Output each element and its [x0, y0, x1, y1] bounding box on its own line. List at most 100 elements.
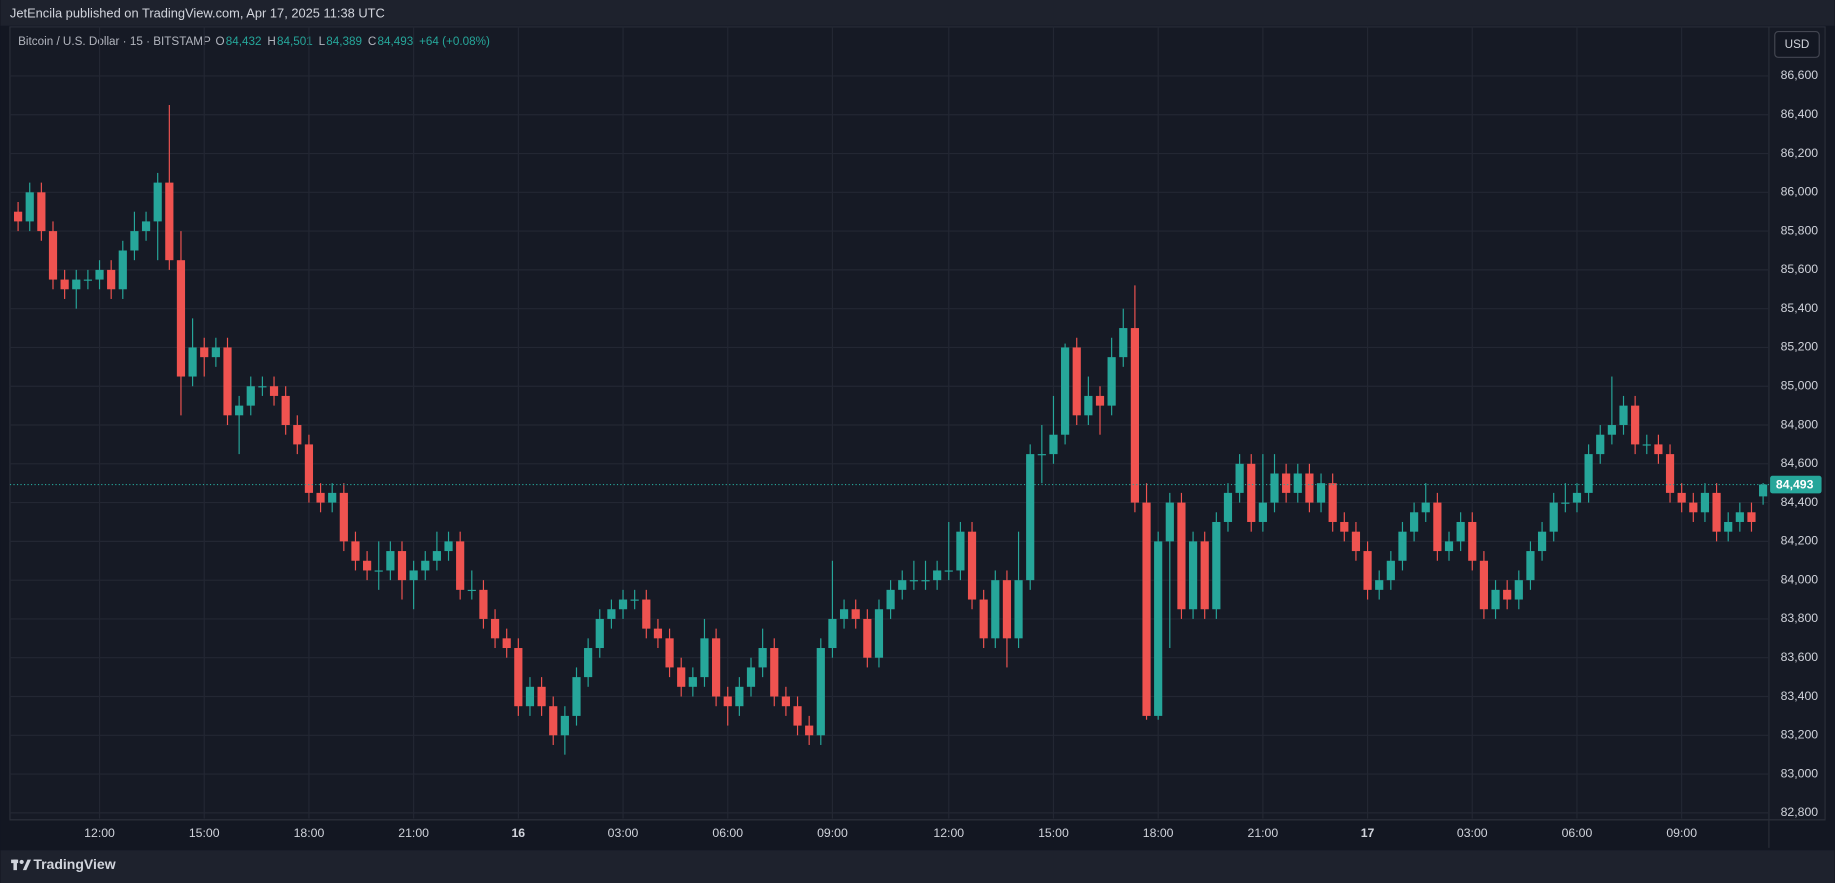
- candle-body: [1421, 502, 1430, 513]
- tv-logo: [11, 859, 31, 871]
- candle-body: [1072, 347, 1081, 416]
- candle-body: [642, 599, 651, 629]
- candle-body: [269, 386, 279, 396]
- candle-body: [572, 677, 581, 716]
- candle-body: [1282, 473, 1291, 493]
- y-tick-label: 83,800: [1781, 611, 1819, 625]
- candle-body: [1258, 502, 1267, 522]
- candle-body: [1130, 328, 1139, 503]
- candle-body: [1165, 502, 1174, 542]
- footer-bar: [0, 850, 1835, 883]
- y-tick-label: 84,800: [1781, 417, 1819, 431]
- x-tick-label: 16: [512, 826, 526, 840]
- candle-body: [758, 648, 767, 668]
- candle-body: [967, 531, 977, 600]
- candle-body: [25, 192, 34, 222]
- currency[interactable]: USD: [1785, 38, 1810, 51]
- x-tick-label: 03:00: [608, 826, 639, 840]
- candle-body: [328, 492, 337, 503]
- candle-body: [444, 541, 453, 552]
- candle-body: [386, 551, 395, 571]
- candle-body: [1537, 531, 1547, 552]
- candle-body: [1107, 357, 1116, 406]
- candle-body: [816, 648, 825, 736]
- candle-body: [165, 182, 174, 261]
- candle-body: [1188, 541, 1198, 610]
- candle-body: [677, 667, 686, 687]
- candle-body: [293, 425, 302, 445]
- candle-body: [1340, 521, 1349, 532]
- candle-body: [363, 560, 372, 571]
- candle-body: [456, 541, 465, 590]
- candle-body: [793, 706, 802, 726]
- candle-body: [1654, 444, 1663, 455]
- candle-body: [839, 609, 849, 619]
- candle-body: [1084, 395, 1093, 416]
- candle-body: [188, 347, 197, 377]
- candle-body: [1398, 531, 1407, 561]
- last-price-label: 84,493: [1776, 477, 1814, 491]
- candle-body: [1095, 395, 1105, 406]
- candle-body: [607, 609, 616, 619]
- candle-body: [1444, 541, 1454, 552]
- candle-body: [14, 211, 23, 222]
- candle-body: [1026, 454, 1035, 581]
- candle-body: [1607, 425, 1616, 435]
- y-tick-label: 85,400: [1781, 301, 1819, 315]
- candle-body: [1212, 521, 1221, 610]
- publisher: JetEncila published on TradingView.com, …: [10, 5, 385, 20]
- candle-body: [1631, 405, 1640, 445]
- candle-body: [781, 696, 790, 707]
- candle-body: [107, 269, 116, 290]
- y-tick-label: 85,000: [1781, 378, 1819, 392]
- candle-body: [374, 570, 383, 572]
- candle-body: [1735, 512, 1744, 522]
- candle-body: [1351, 531, 1361, 552]
- candle-body: [83, 279, 92, 281]
- candle-body: [560, 715, 569, 736]
- candle-body: [886, 589, 895, 610]
- legend-key: L: [319, 35, 326, 48]
- candle-body: [1200, 541, 1209, 610]
- candle-body: [1293, 473, 1302, 493]
- candle-body: [153, 182, 162, 222]
- candle-body: [630, 599, 639, 601]
- candle-body: [141, 221, 151, 232]
- candle-body: [1526, 551, 1535, 581]
- y-tick-label: 84,600: [1781, 456, 1819, 470]
- candle-body: [130, 231, 139, 251]
- currency-button[interactable]: [1774, 30, 1820, 58]
- candle-body: [828, 618, 837, 649]
- candle-body: [351, 541, 360, 561]
- candle-body: [246, 386, 255, 406]
- y-tick-label: 84,400: [1781, 495, 1819, 509]
- candle-body: [1712, 492, 1721, 532]
- symbol-title: Bitcoin / U.S. Dollar · 15 · BITSTAMP: [18, 35, 211, 48]
- legend: Bitcoin / U.S. Dollar · 15 · BITSTAMP O 84…: [18, 35, 490, 48]
- candle-body: [37, 192, 46, 232]
- x-tick-label: 15:00: [189, 826, 220, 840]
- candle-body: [1375, 580, 1384, 590]
- candle-body: [95, 269, 104, 280]
- candle-body: [944, 570, 953, 572]
- candle-body: [1619, 405, 1628, 426]
- candle-body: [874, 609, 884, 658]
- legend-value: 84,389: [326, 35, 362, 48]
- x-tick-label: 21:00: [398, 826, 429, 840]
- x-tick-label: 12:00: [933, 826, 964, 840]
- candle-body: [746, 667, 756, 687]
- candle-body: [549, 706, 558, 736]
- candle-body: [712, 638, 721, 697]
- x-tick-label: 18:00: [294, 826, 325, 840]
- candle-body: [1316, 483, 1326, 503]
- candle-body: [1747, 512, 1756, 522]
- candle-body: [1363, 551, 1372, 590]
- candle-body: [1759, 484, 1768, 497]
- y-tick-label: 83,400: [1781, 689, 1819, 703]
- candle-body: [595, 618, 604, 649]
- x-tick-label: 09:00: [817, 826, 848, 840]
- x-tick-label: 15:00: [1038, 826, 1069, 840]
- grid: [9, 26, 1769, 819]
- y-tick-label: 86,000: [1781, 185, 1819, 199]
